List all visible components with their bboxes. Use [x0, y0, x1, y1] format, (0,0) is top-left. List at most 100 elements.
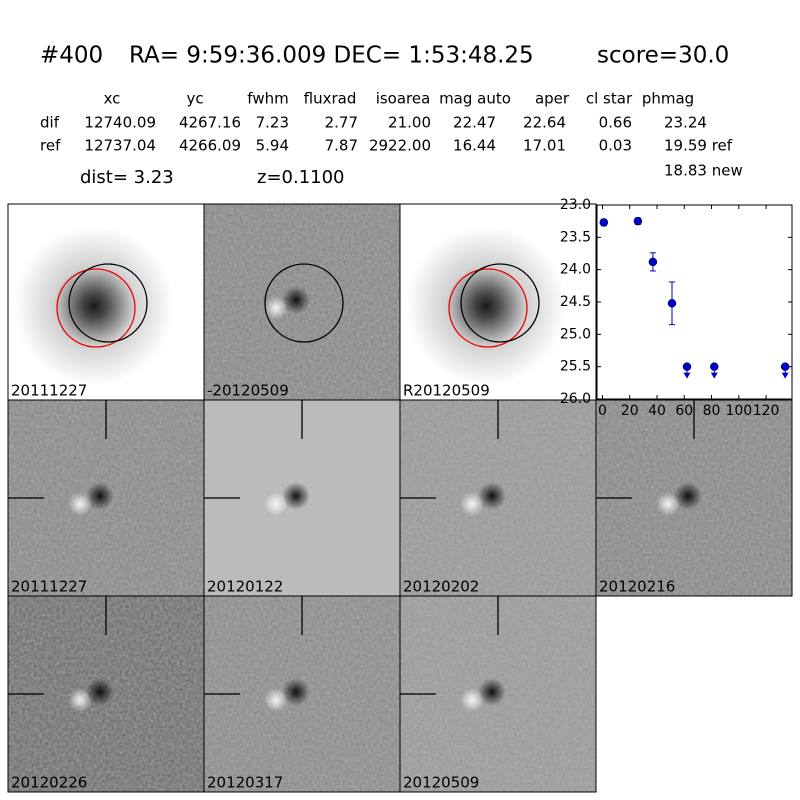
- table-cell: 4267.16: [179, 114, 241, 132]
- table-cell: 0.03: [599, 137, 632, 155]
- y-tick-label: 23.5: [560, 229, 591, 245]
- table-cell: 19.59 ref: [664, 137, 733, 155]
- residual-dark: [282, 678, 310, 706]
- plot-bg: [596, 204, 793, 400]
- phmag-new: 18.83 new: [664, 162, 743, 180]
- residual-light: [264, 296, 288, 320]
- stamp: 20120122: [203, 399, 401, 597]
- row-label: dif: [40, 114, 60, 132]
- table-cell: 22.64: [523, 114, 566, 132]
- column-header: xc: [104, 90, 121, 108]
- x-tick-label: 20: [621, 403, 639, 419]
- y-tick-label: 25.5: [560, 359, 591, 375]
- galaxy: [406, 226, 566, 386]
- residual-dark: [86, 482, 114, 510]
- column-header: mag auto: [439, 90, 511, 108]
- y-tick-label: 26.0: [560, 391, 591, 407]
- residual-dark: [674, 482, 702, 510]
- table-cell: 5.94: [256, 137, 289, 155]
- column-header: aper: [535, 90, 570, 108]
- table-cell: 12740.09: [84, 114, 156, 132]
- stamp-frame: [595, 399, 793, 597]
- residual-light: [68, 492, 92, 516]
- aperture-new: [68, 263, 148, 343]
- stamp: 20120509: [399, 595, 597, 793]
- detection: [633, 216, 643, 226]
- upper-limit: [780, 362, 790, 371]
- aperture-new: [460, 263, 540, 343]
- limit-arrow: [781, 372, 789, 379]
- residual-dark: [282, 286, 310, 314]
- residual-dark: [478, 482, 506, 510]
- table-cell: 0.66: [599, 114, 632, 132]
- x-tick-label: 120: [753, 403, 780, 419]
- residual-light: [264, 688, 288, 712]
- column-header: fluxrad: [304, 90, 357, 108]
- column-header: yc: [186, 90, 203, 108]
- residual-light: [460, 688, 484, 712]
- aperture-new: [264, 263, 344, 343]
- stamp-label: 20120122: [207, 578, 283, 596]
- redshift: z=0.1100: [257, 167, 345, 188]
- table-cell: 16.44: [453, 137, 496, 155]
- table-cell: 17.01: [523, 137, 566, 155]
- coordinates: RA= 9:59:36.009 DEC= 1:53:48.25: [129, 43, 534, 69]
- detection: [667, 299, 677, 308]
- distance: dist= 3.23: [80, 167, 174, 188]
- stamp-label: 20120202: [403, 578, 479, 596]
- residual-light: [68, 688, 92, 712]
- stamp-frame: [399, 595, 597, 793]
- residual-dark: [282, 482, 310, 510]
- x-tick-label: 0: [598, 403, 607, 419]
- stamp-label: 20120317: [207, 774, 283, 792]
- stamp: -20120509: [203, 203, 401, 401]
- stamp: 20120216: [595, 399, 793, 597]
- residual-dark: [478, 678, 506, 706]
- table-cell: 12737.04: [84, 137, 156, 155]
- table-cell: 21.00: [388, 114, 431, 132]
- stamp-label: 20120509: [403, 774, 479, 792]
- aperture-ref: [448, 268, 528, 348]
- x-tick-label: 40: [648, 403, 666, 419]
- residual-light: [264, 492, 288, 516]
- table-cell: 2922.00: [369, 137, 431, 155]
- candidate-id: #400: [40, 43, 103, 69]
- residual-dark: [86, 678, 114, 706]
- y-tick-label: 24.5: [560, 294, 591, 310]
- y-tick-label: 23.0: [560, 197, 591, 213]
- residual-light: [460, 492, 484, 516]
- upper-limit: [682, 362, 692, 371]
- column-header: phmag: [642, 90, 694, 108]
- stamp: 20111227: [7, 203, 205, 401]
- table-cell: 7.87: [325, 137, 358, 155]
- x-tick-label: 60: [675, 403, 693, 419]
- column-header: isoarea: [376, 90, 431, 108]
- stamp-label: 20111227: [11, 382, 87, 400]
- stamp-label: 20120216: [599, 578, 675, 596]
- limit-arrow: [683, 372, 691, 379]
- stamp: 20120317: [203, 595, 401, 793]
- table-cell: 2.77: [325, 114, 358, 132]
- table-cell: 7.23: [256, 114, 289, 132]
- y-tick-label: 24.0: [560, 262, 591, 278]
- stamp-label: -20120509: [207, 382, 289, 400]
- x-tick-label: 80: [703, 403, 721, 419]
- row-label: ref: [40, 137, 61, 155]
- table-cell: 22.47: [453, 114, 496, 132]
- table-cell: 23.24: [664, 114, 707, 132]
- limit-arrow: [710, 372, 718, 379]
- detection: [648, 257, 658, 267]
- galaxy: [14, 226, 174, 386]
- x-tick-label: 100: [725, 403, 752, 419]
- stamp-label: R20120509: [403, 382, 490, 400]
- column-header: fwhm: [247, 90, 288, 108]
- table-cell: 4266.09: [179, 137, 241, 155]
- stamp-label: 20120226: [11, 774, 87, 792]
- detection: [599, 218, 609, 227]
- stamp: 20120226: [7, 595, 205, 793]
- stamp: 20120202: [399, 399, 597, 597]
- upper-limit: [710, 362, 719, 371]
- column-header: cl star: [586, 90, 633, 108]
- residual-light: [656, 492, 680, 516]
